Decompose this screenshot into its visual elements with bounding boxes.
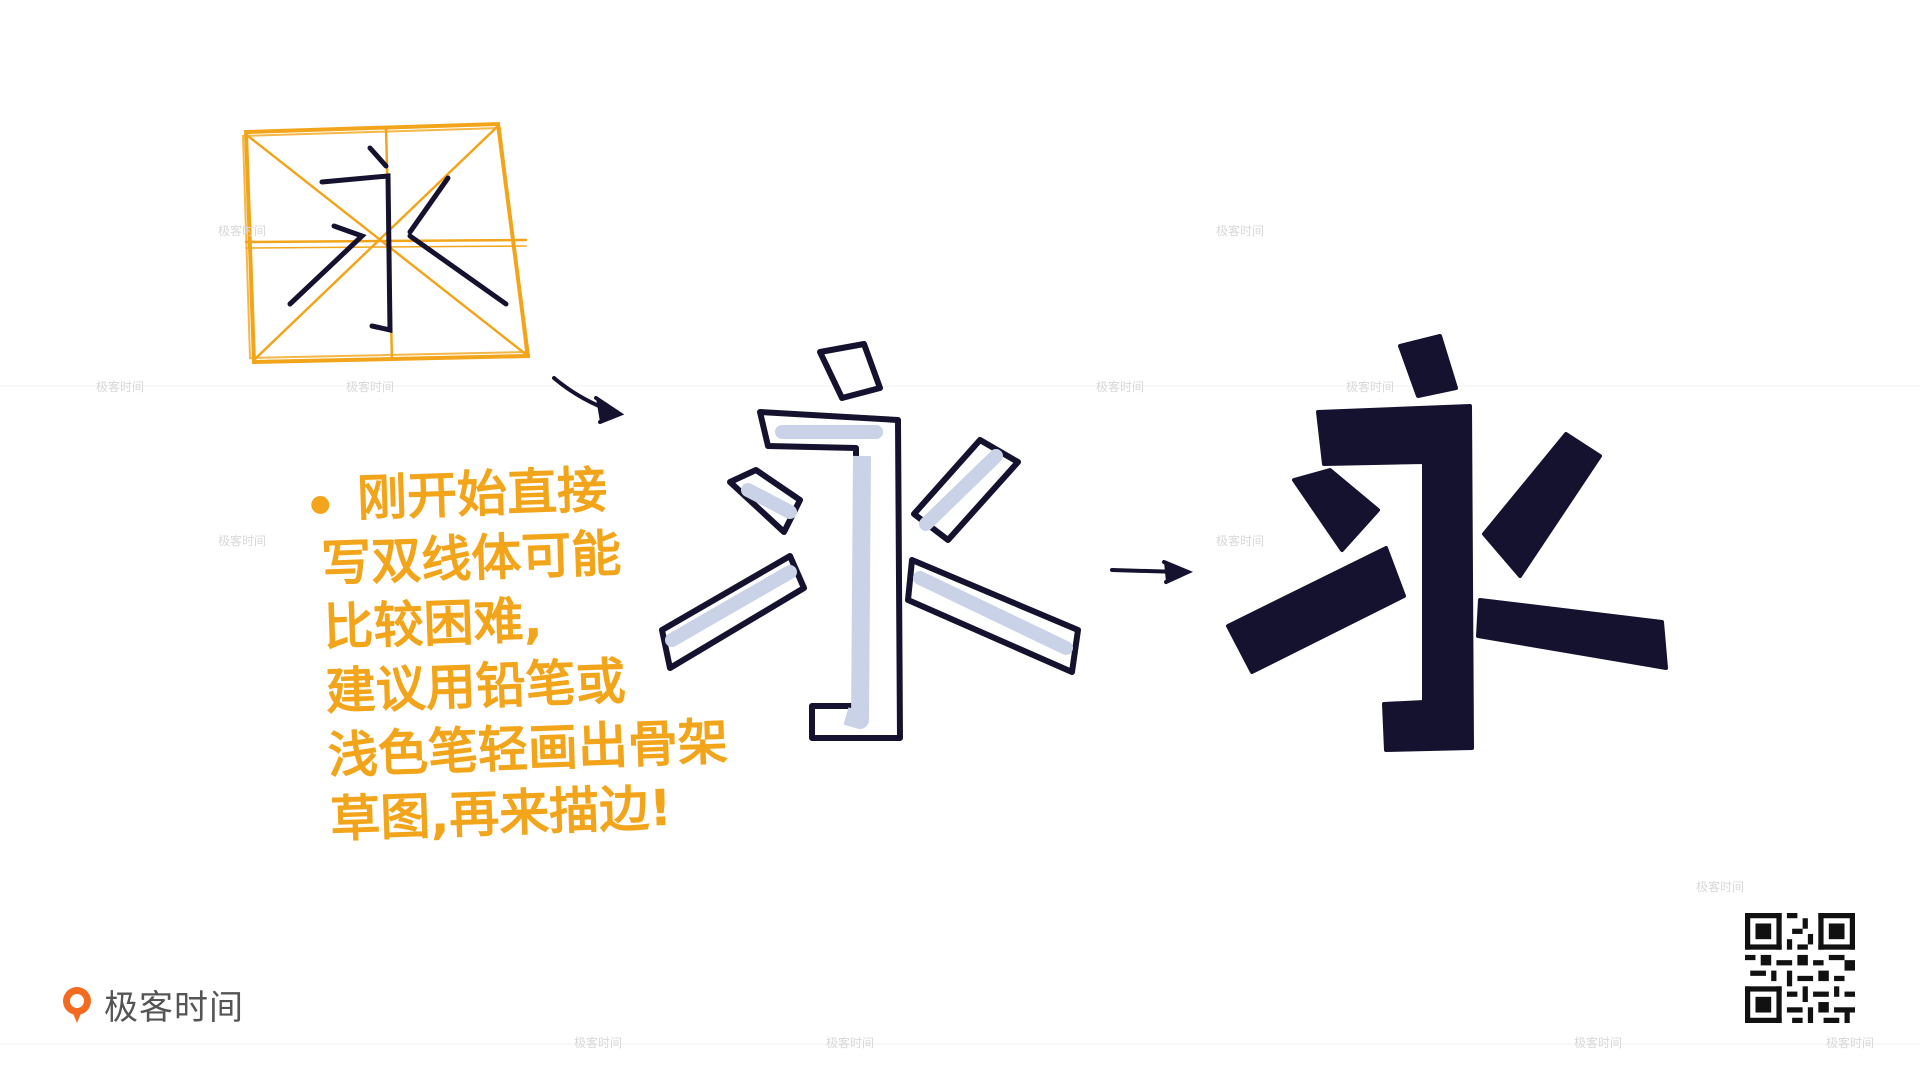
- watermark: 极客时间: [1096, 380, 1145, 394]
- grid-character-strokes: [287, 145, 509, 334]
- brand-logo: 极客时间: [60, 980, 244, 1029]
- arrow-icon: [1110, 560, 1194, 584]
- watermark: 极客时间: [218, 534, 267, 548]
- watermark: 极客时间: [1216, 534, 1265, 548]
- watermark: 极客时间: [1216, 224, 1265, 238]
- watermark: 极客时间: [1574, 1036, 1623, 1050]
- instruction-note: 刚开始直接 写双线体可能 比较困难, 建议用铅笔或 浅色笔轻画出骨架 草图,再来…: [310, 452, 791, 852]
- grid-box: [241, 121, 531, 365]
- watermark: 极客时间: [1346, 380, 1395, 394]
- arrow-icon: [552, 376, 625, 424]
- watermark: 极客时间: [1696, 880, 1745, 894]
- geektime-logo-icon: [63, 986, 91, 1023]
- qr-code-icon: [1745, 913, 1855, 1023]
- filled-character: [1226, 334, 1668, 752]
- watermark: 极客时间: [574, 1036, 623, 1050]
- watermark: 极客时间: [1826, 1036, 1875, 1050]
- watermark: 极客时间: [826, 1036, 875, 1050]
- watermark: 极客时间: [218, 224, 267, 238]
- watermark: 极客时间: [96, 380, 145, 394]
- brand-name: 极客时间: [104, 988, 244, 1028]
- outline-inner-fill: [665, 425, 1073, 655]
- watermark: 极客时间: [346, 380, 395, 394]
